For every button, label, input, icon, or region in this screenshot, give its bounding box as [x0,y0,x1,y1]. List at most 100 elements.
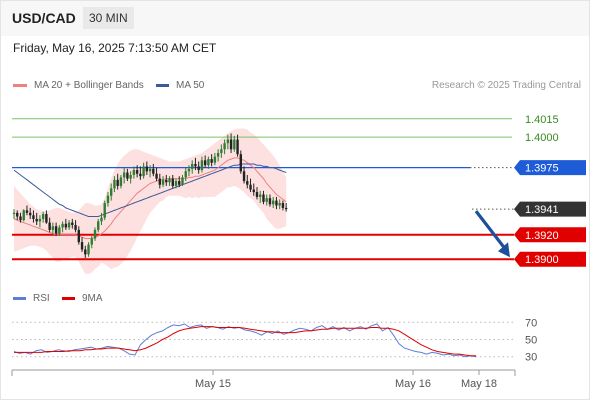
ma50-swatch [156,84,169,87]
candle-body [129,174,132,179]
research-credit: Research © 2025 Trading Central [431,80,581,91]
candle-body [213,156,217,163]
candle-body [25,210,29,213]
level-tag-1.3941 [514,201,586,217]
candle-body [252,189,255,193]
candle-body [187,168,191,172]
candle-body [119,177,123,186]
legend-rsi-label: RSI [33,293,50,304]
candle-body [284,207,288,210]
candle-body [155,173,158,179]
x-tick-label: May 16 [395,378,431,390]
legend-ma50-label: MA 50 [176,80,205,91]
candle-body [58,227,61,234]
level-label-1.4015: 1.4015 [525,114,559,126]
candle-body [242,171,246,182]
candle-body [262,194,265,202]
legend-9ma-label: 9MA [82,293,103,304]
candle-body [64,223,68,228]
candle-body [32,215,35,219]
legend-ma50: MA 50 [156,80,204,91]
level-label-1.3941: 1.3941 [525,204,559,216]
candle-body [236,139,239,155]
candle-body [87,244,90,255]
candle-body [207,159,210,166]
candle-body [194,163,197,167]
candle-body [110,188,113,196]
candle-body [90,238,93,245]
legend-ma20-label: MA 20 + Bollinger Bands [34,80,144,91]
candle-body [116,179,119,186]
rsi-ma-line [14,326,476,357]
candle-body [35,218,38,222]
candle-body [171,178,174,186]
level-label-1.3900: 1.3900 [525,254,559,266]
candle-body [239,154,242,172]
candle-body [233,139,236,150]
legend-rsi: RSI [13,293,50,304]
candle-body [165,179,168,183]
candle-body [259,194,262,197]
candle-body [278,203,281,206]
candle-body [135,170,139,174]
timeframe-badge[interactable]: 30 MIN [83,7,134,29]
candle-body [197,166,200,171]
candle-body [54,226,58,234]
candle-body [51,226,55,230]
candle-body [255,192,259,197]
projection-arrow-shaft [474,210,509,253]
projection-arrow-head [498,242,510,258]
candle-body [74,225,77,230]
candle-body [152,168,155,174]
candle-body [19,216,22,221]
level-label-1.3975: 1.3975 [525,163,559,175]
candle-body [191,163,194,169]
candle-body [132,170,136,175]
candle-body [281,203,285,208]
candle-body [139,173,142,177]
candle-body [80,242,84,250]
candle-body [200,160,204,171]
candle-body [45,214,48,223]
candle-body [158,178,161,185]
rsi-tick-label: 70 [525,317,537,329]
candle-body [216,152,220,157]
candle-body [41,214,45,219]
candle-body [103,203,106,218]
candle-body [272,200,275,205]
candle-body [84,249,87,255]
candle-body [265,198,268,202]
candle-body [61,223,64,228]
candle-body [48,222,51,230]
candle-body [38,218,42,222]
candle-body [268,198,272,205]
x-tick-label: May 18 [461,378,497,390]
candle-body [71,222,74,226]
candle-body [161,179,165,185]
ma9-swatch [62,297,75,300]
candle-body [174,181,178,186]
candle-body [184,171,187,178]
instrument-title: USD/CAD [12,10,76,26]
rsi-tick-label: 50 [525,335,537,347]
candle-body [113,179,116,189]
candle-body [67,222,71,228]
candle-body [93,229,97,239]
candle-body [168,178,171,183]
timestamp: Friday, May 16, 2025 7:13:50 AM CET [13,41,217,55]
rsi-tick-label: 30 [525,352,537,364]
candle-body [142,166,145,177]
candle-body [178,181,181,185]
legend-9ma: 9MA [62,293,103,304]
candle-body [226,139,230,144]
candle-body [203,160,207,166]
candle-body [148,168,152,172]
candle-body [97,221,100,230]
candle-body [275,200,278,206]
candle-body [220,149,223,153]
candle-body [12,212,16,215]
candle-body [29,212,32,216]
candle-body [106,195,110,204]
rsi-line [13,323,477,358]
